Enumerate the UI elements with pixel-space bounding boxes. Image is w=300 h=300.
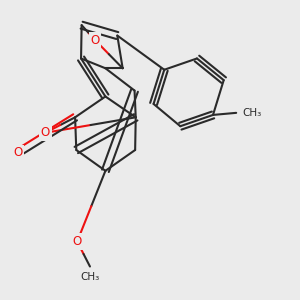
Text: CH₃: CH₃ — [80, 272, 100, 282]
Text: CH₃: CH₃ — [243, 108, 262, 118]
Text: O: O — [41, 126, 50, 139]
Text: O: O — [13, 146, 22, 160]
Text: O: O — [90, 34, 100, 46]
Text: O: O — [73, 235, 82, 248]
